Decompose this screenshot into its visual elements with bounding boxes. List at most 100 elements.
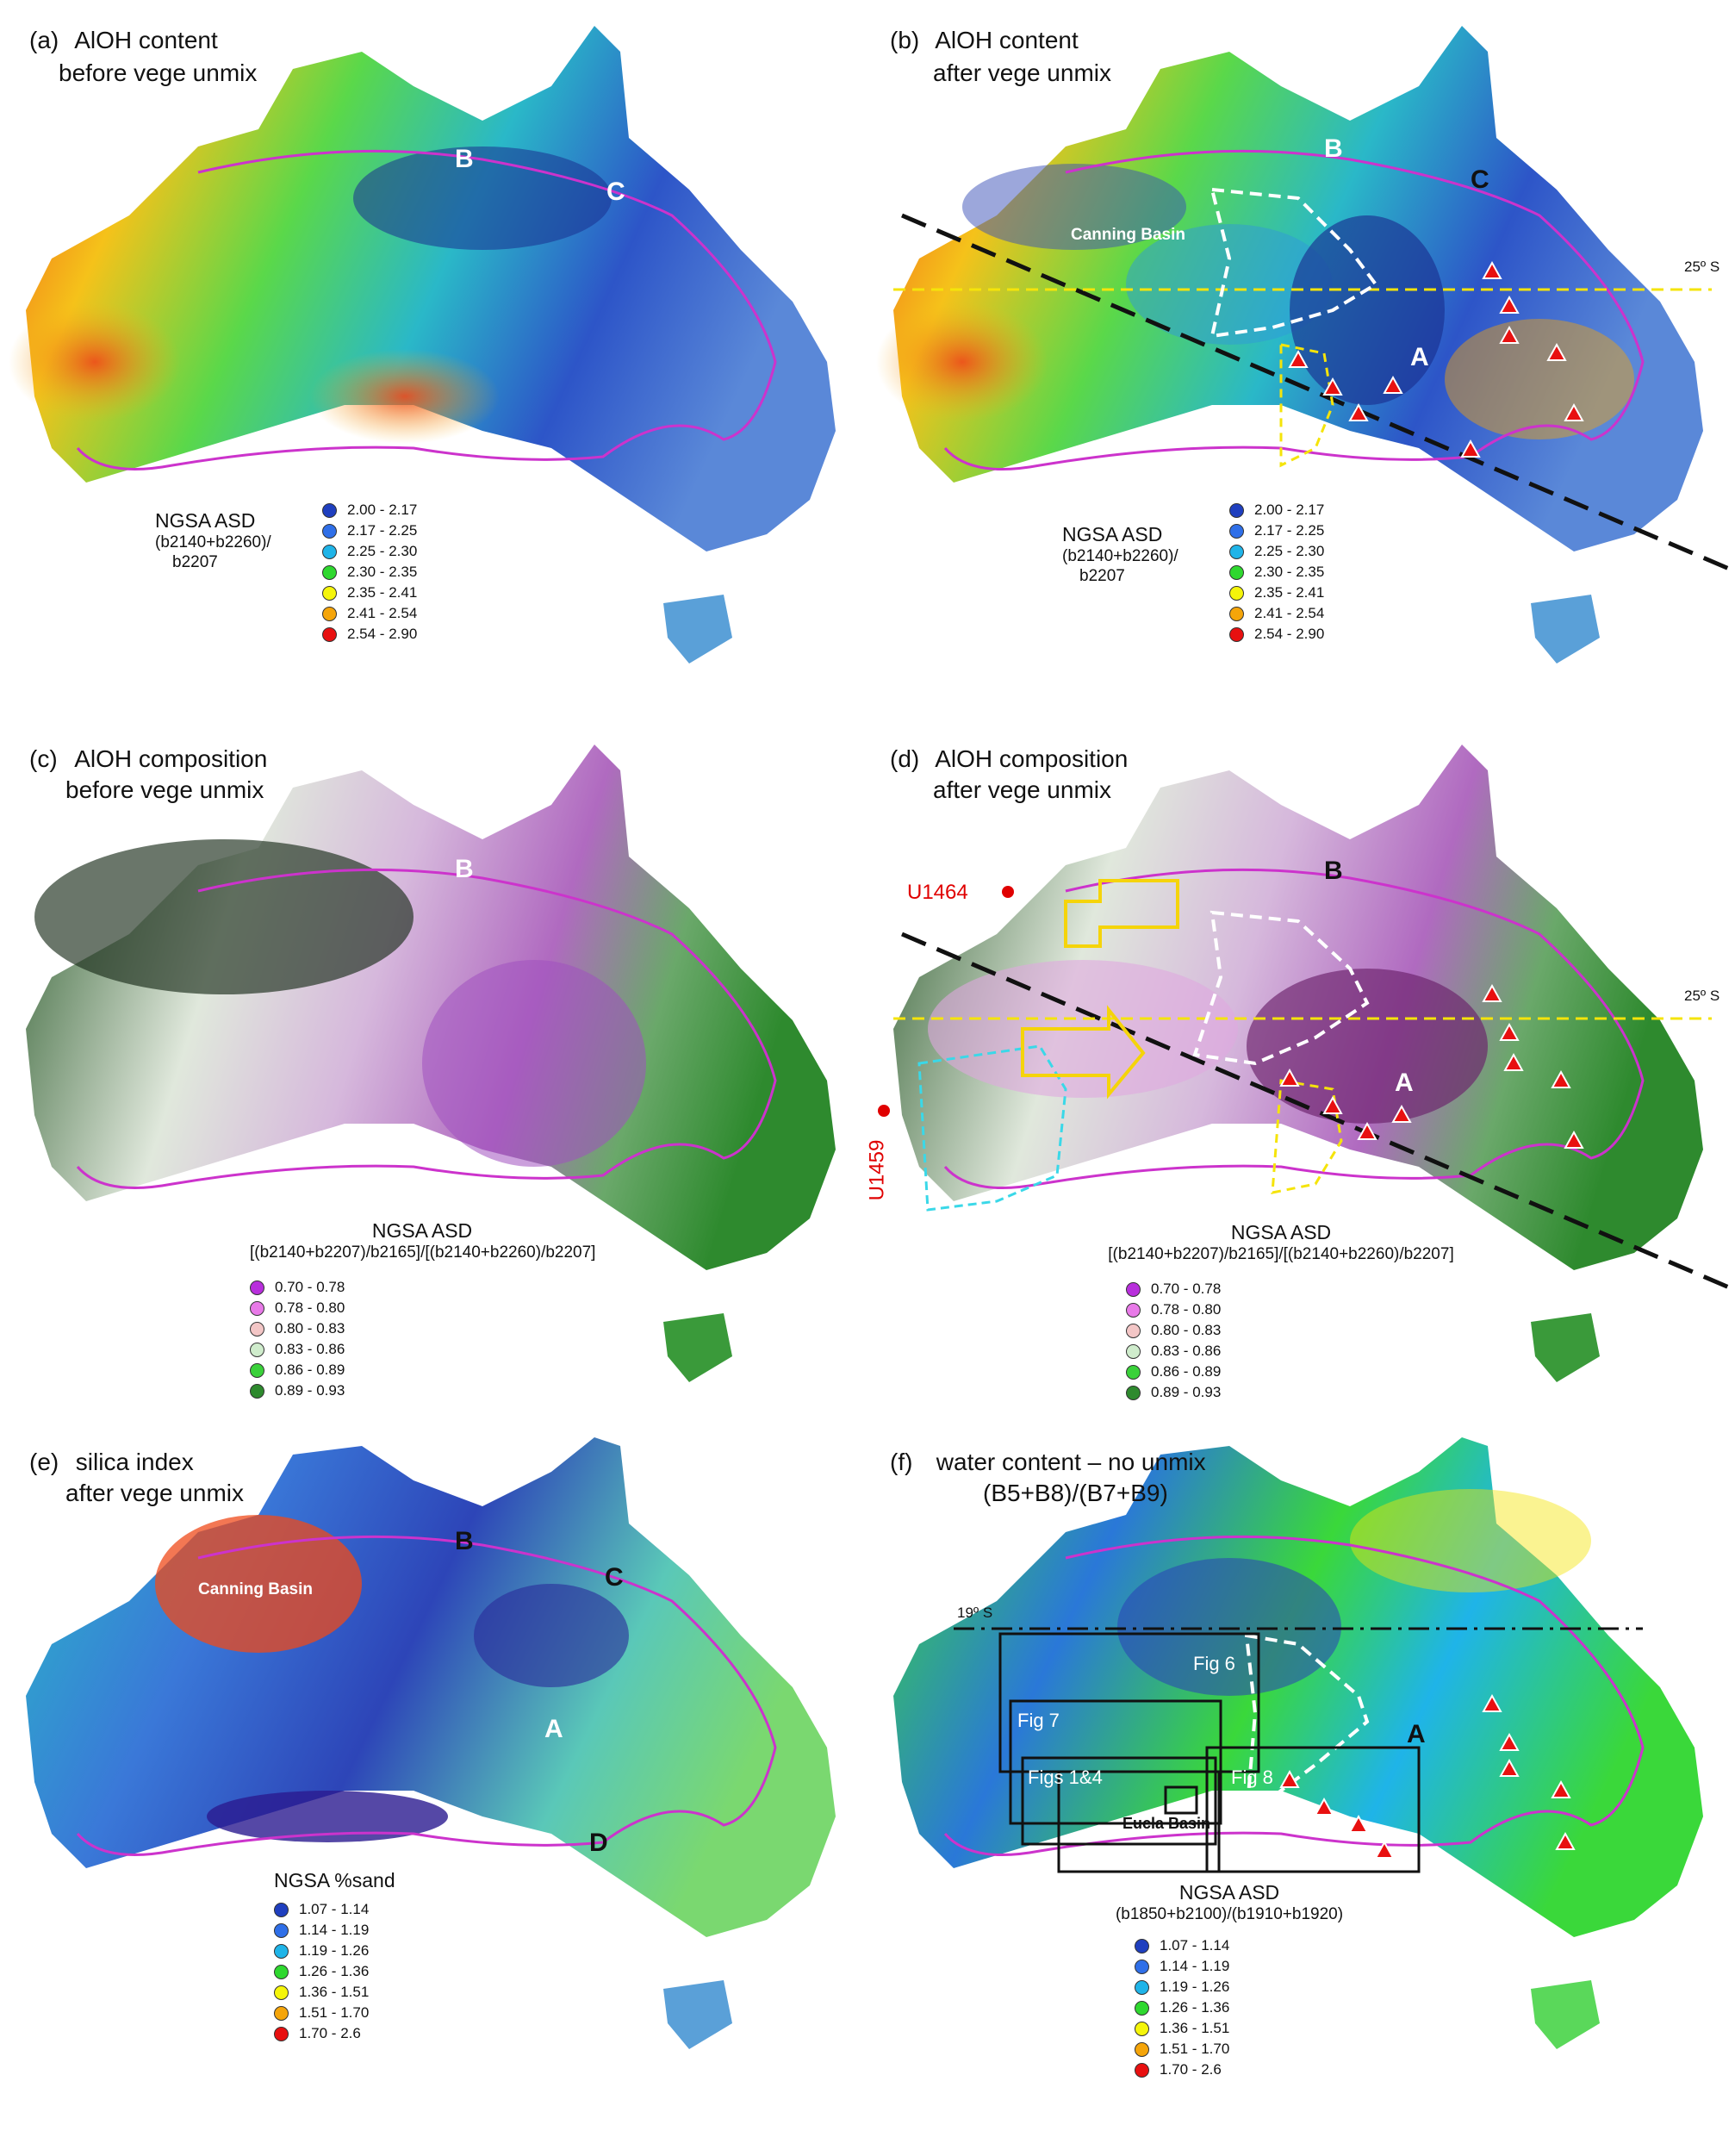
region-label-b: B	[455, 855, 474, 883]
legend-title: NGSA %sand	[274, 1869, 395, 1891]
legend-row: 0.86 - 0.89	[1126, 1362, 1221, 1382]
panel-c: (c) AlOH composition before vege unmix B…	[0, 719, 868, 1437]
legend-row: 2.00 - 2.17	[1229, 500, 1324, 520]
legend: NGSA ASD [(b2140+b2207)/b2165]/[(b2140+b…	[250, 1218, 595, 1262]
legend-row: 2.30 - 2.35	[322, 562, 417, 583]
legend-row: 2.17 - 2.25	[1229, 520, 1324, 541]
legend: NGSA ASD [(b2140+b2207)/b2165]/[(b2140+b…	[1100, 1220, 1462, 1264]
dashed-region-white	[1192, 910, 1370, 1066]
panel-title: (d) AlOH composition	[890, 745, 1129, 772]
legend-row: 2.35 - 2.41	[322, 583, 417, 603]
panel-f: (f) water content – no unmix (B5+B8)/(B7…	[868, 1437, 1735, 2156]
tasmania-shape	[1531, 595, 1600, 664]
region-label-c: C	[606, 178, 625, 206]
boundary-line	[943, 149, 1645, 470]
dashed-region-yellow	[1279, 343, 1334, 468]
legend-row: 1.14 - 1.19	[274, 1920, 369, 1941]
panel-d: (d) AlOH composition after vege unmix B …	[868, 719, 1735, 1437]
legend-rows: 1.07 - 1.14 1.14 - 1.19 1.19 - 1.26 1.26…	[274, 1899, 369, 2044]
triangle-markers	[1288, 260, 1584, 458]
fig1-4-label: Figs 1&4	[1028, 1767, 1103, 1788]
legend-row: 1.26 - 1.36	[1135, 1997, 1229, 2018]
panel-title: (a) AlOH content	[29, 27, 218, 53]
legend-row: 1.07 - 1.14	[1135, 1935, 1229, 1956]
fig7-label: Fig 7	[1017, 1710, 1060, 1731]
legend: NGSA ASD (b2140+b2260)/ b2207	[1062, 522, 1178, 586]
legend-row: 1.19 - 1.26	[274, 1941, 369, 1961]
legend-row: 2.54 - 2.90	[322, 624, 417, 645]
boundary-line	[943, 1535, 1645, 1856]
panel-e: (e) silica index after vege unmix B C A …	[0, 1437, 868, 2156]
legend-row: 0.83 - 0.86	[250, 1339, 345, 1360]
latitude-label: 19º S	[957, 1605, 993, 1621]
legend-row: 2.41 - 2.54	[322, 603, 417, 624]
legend-row: 2.54 - 2.90	[1229, 624, 1324, 645]
legend-row: 0.89 - 0.93	[1126, 1382, 1221, 1403]
panel-subtitle: (B5+B8)/(B7+B9)	[983, 1480, 1168, 1506]
legend-row: 0.80 - 0.83	[250, 1318, 345, 1339]
figure-boxes	[998, 1632, 1421, 1873]
fig8-label: Fig 8	[1231, 1767, 1273, 1788]
boundary-line	[76, 868, 777, 1189]
legend-row: 2.00 - 2.17	[322, 500, 417, 520]
legend-row: 0.78 - 0.80	[1126, 1299, 1221, 1320]
site-dot	[878, 1105, 890, 1117]
legend-sub2: b2207	[172, 553, 218, 571]
legend-row: 1.26 - 1.36	[274, 1961, 369, 1982]
tasmania-shape	[663, 595, 732, 664]
boundary-line	[76, 1535, 777, 1856]
tasmania-shape	[663, 1980, 732, 2049]
legend: NGSA ASD (b1850+b2100)/(b1910+b1920)	[1091, 1880, 1367, 1924]
legend-row: 1.36 - 1.51	[1135, 2018, 1229, 2039]
panel-subtitle: after vege unmix	[933, 776, 1111, 803]
legend-sub: (b2140+b2260)/	[1062, 547, 1178, 565]
fig6-label: Fig 6	[1193, 1653, 1235, 1674]
legend-row: 1.19 - 1.26	[1135, 1977, 1229, 1997]
legend-row: 2.30 - 2.35	[1229, 562, 1324, 583]
panel-title: (e) silica index	[29, 1449, 194, 1475]
panel-title: (b) AlOH content	[890, 27, 1079, 53]
map-aloh-content-after	[876, 26, 1730, 664]
panel-title: (c) AlOH composition	[29, 745, 268, 772]
tasmania-shape	[1531, 1980, 1600, 2049]
legend-title: NGSA ASD	[1062, 523, 1163, 545]
legend-rows: 2.00 - 2.17 2.17 - 2.25 2.25 - 2.30 2.30…	[322, 500, 417, 645]
site-label-u1459: U1459	[868, 1139, 889, 1201]
legend-row: 1.07 - 1.14	[274, 1899, 369, 1920]
legend-row: 0.83 - 0.86	[1126, 1341, 1221, 1362]
canning-basin-label: Canning Basin	[1071, 226, 1186, 244]
legend-row: 2.25 - 2.30	[322, 541, 417, 562]
panel-b: (b) AlOH content after vege unmix B C A …	[868, 0, 1735, 719]
dashed-region-white	[1210, 187, 1378, 339]
legend-sub: (b2140+b2260)/	[155, 533, 271, 551]
legend-row: 1.51 - 1.70	[274, 2003, 369, 2023]
map-aloh-content-before	[9, 26, 836, 664]
legend-row: 1.70 - 2.6	[274, 2023, 369, 2044]
panel-subtitle: after vege unmix	[933, 59, 1111, 86]
australia-shape	[26, 1437, 836, 1937]
australia-shape	[26, 26, 836, 551]
map-silica-index	[26, 1437, 836, 2049]
legend: NGSA ASD (b2140+b2260)/ b2207	[155, 508, 271, 572]
map-aloh-composition-before	[26, 745, 836, 1382]
site-label-u1464: U1464	[907, 881, 968, 904]
legend-row: 2.25 - 2.30	[1229, 541, 1324, 562]
legend-title: NGSA ASD	[1178, 1881, 1280, 1904]
legend-rows: 0.70 - 0.78 0.78 - 0.80 0.80 - 0.83 0.83…	[250, 1277, 345, 1401]
region-label-b: B	[1324, 857, 1343, 885]
canning-basin-label: Canning Basin	[198, 1580, 314, 1598]
region-label-b: B	[1324, 134, 1343, 163]
panel-subtitle: before vege unmix	[59, 59, 258, 86]
latitude-label: 25º S	[1684, 259, 1720, 275]
legend: NGSA %sand	[274, 1868, 395, 1892]
panel-a: (a) AlOH content before vege unmix B C N…	[0, 0, 868, 719]
boundary-line	[76, 149, 777, 470]
tasmania-shape	[663, 1313, 732, 1382]
boundary-line	[943, 868, 1645, 1189]
tasmania-shape	[1531, 1313, 1600, 1382]
region-label-d: D	[589, 1829, 608, 1857]
legend-title: NGSA ASD	[155, 509, 256, 532]
legend-row: 2.17 - 2.25	[322, 520, 417, 541]
legend-row: 0.89 - 0.93	[250, 1380, 345, 1401]
map-water-content	[893, 1437, 1703, 2049]
